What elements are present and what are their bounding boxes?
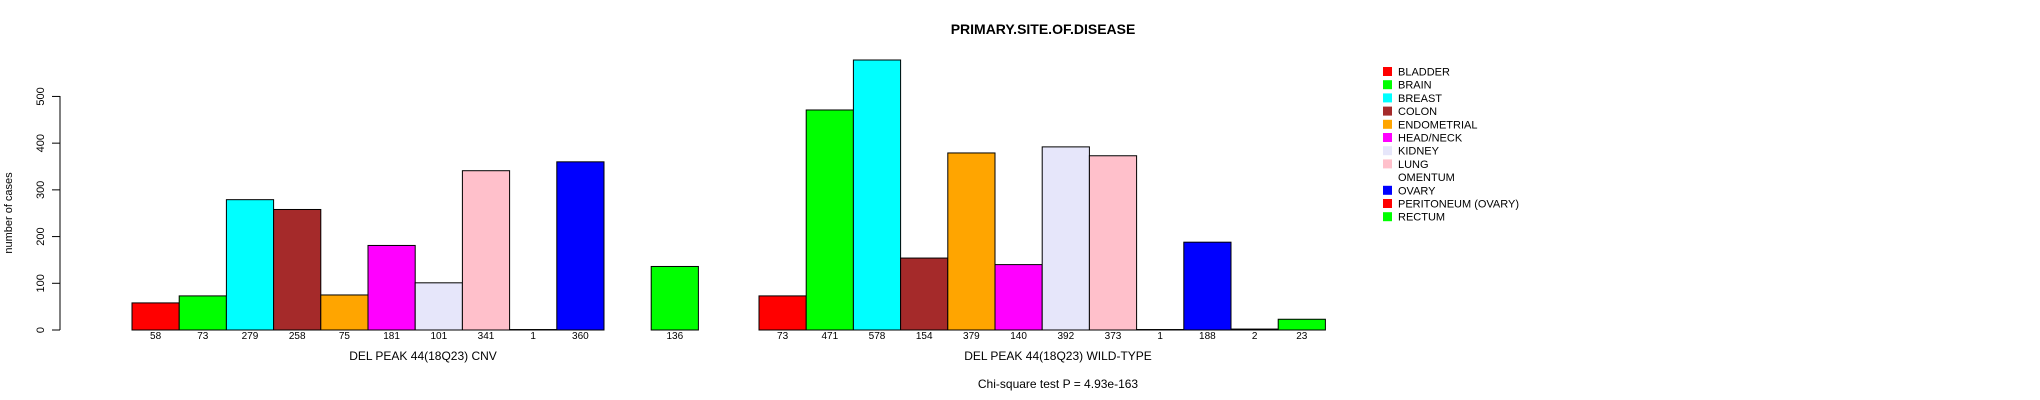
legend-swatch <box>1383 212 1392 222</box>
chi-square-footer: Chi-square test P = 4.93e-163 <box>978 377 1139 391</box>
bar <box>1041 146 1090 331</box>
legend-swatch <box>1383 172 1392 182</box>
group-label-cnv: DEL PEAK 44(18Q23) CNV <box>349 349 497 363</box>
bar-count-label: 392 <box>1057 331 1074 342</box>
legend-item: OMENTUM <box>1383 172 1455 184</box>
bar-count-label: 471 <box>821 331 838 342</box>
legend-swatch <box>1383 146 1392 156</box>
legend-label: BLADDER <box>1398 67 1450 79</box>
y-tick-label: 0 <box>35 327 47 333</box>
group-label-wild-type: DEL PEAK 44(18Q23) WILD-TYPE <box>964 349 1152 363</box>
legend-swatch <box>1383 185 1392 195</box>
y-axis-label: number of cases <box>3 172 15 254</box>
bar <box>1183 241 1232 331</box>
legend-swatch <box>1383 133 1392 142</box>
bar-count-label: 136 <box>666 331 683 342</box>
legend-label: OMENTUM <box>1398 172 1455 184</box>
bar <box>461 170 511 331</box>
bar-count-label: 379 <box>963 331 980 342</box>
bar <box>650 265 699 331</box>
bar-count-label: 373 <box>1105 331 1122 342</box>
bar <box>178 295 227 331</box>
legend-label: OVARY <box>1398 185 1436 197</box>
bar-count-label: 279 <box>242 331 259 342</box>
bar-count-label: 101 <box>430 331 447 342</box>
bar-count-label: 154 <box>916 331 933 342</box>
y-tick-label: 200 <box>35 227 47 245</box>
legend-label: RECTUM <box>1398 212 1445 224</box>
legend-label: KIDNEY <box>1398 146 1440 158</box>
bar-count-label: 578 <box>869 331 886 342</box>
legend-label: COLON <box>1398 106 1437 118</box>
y-tick-label: 500 <box>35 87 47 105</box>
legend-label: BRAIN <box>1398 80 1432 92</box>
legend-item: BLADDER <box>1383 67 1450 79</box>
legend-swatch <box>1383 106 1392 116</box>
legend-item: PERITONEUM (OVARY) <box>1383 199 1519 211</box>
chart-title: PRIMARY.SITE.OF.DISEASE <box>951 21 1136 37</box>
legend-label: HEAD/NECK <box>1398 133 1463 145</box>
bar <box>994 264 1043 331</box>
y-axis: 0 100 200 300 400 500 number of cases <box>3 87 61 333</box>
bar-count-label: 2 <box>1252 331 1258 342</box>
bar-count-label: 140 <box>1010 331 1027 342</box>
legend-swatch <box>1383 67 1392 76</box>
bar-count-label: 341 <box>478 331 495 342</box>
legend-item: RECTUM <box>1383 212 1445 224</box>
legend-swatch <box>1383 159 1392 169</box>
bar <box>900 257 949 331</box>
legend-label: ENDOMETRIAL <box>1398 119 1477 131</box>
legend-label: PERITONEUM (OVARY) <box>1398 199 1519 211</box>
bar-count-label: 1 <box>1157 331 1163 342</box>
bar <box>367 244 416 331</box>
bar-count-label: 23 <box>1296 331 1308 342</box>
legend-item: BREAST <box>1383 93 1442 105</box>
bar <box>273 208 322 331</box>
bar <box>758 295 807 331</box>
y-tick-label: 400 <box>35 134 47 152</box>
legend-item: ENDOMETRIAL <box>1383 119 1477 131</box>
legend-item: HEAD/NECK <box>1383 133 1463 145</box>
bar-count-label: 1 <box>530 331 536 342</box>
bar <box>852 59 902 331</box>
bar-count-label: 188 <box>1199 331 1216 342</box>
bar-count-label: 73 <box>197 331 209 342</box>
legend-swatch <box>1383 119 1392 129</box>
bar <box>1277 318 1326 331</box>
legend-swatch <box>1383 80 1392 90</box>
bar <box>225 199 275 331</box>
bar-count-label: 258 <box>289 331 306 342</box>
legend-item: LUNG <box>1383 159 1429 171</box>
bar-count-label: 181 <box>383 331 400 342</box>
legend-label: BREAST <box>1398 93 1442 105</box>
bar-group-wild-type: 73 471 578 154 379 140 392 373 1 188 2 23 <box>758 59 1326 342</box>
legend-swatch <box>1383 93 1392 103</box>
bar <box>805 109 854 331</box>
bar <box>1230 328 1279 331</box>
bar-count-label: 73 <box>777 331 789 342</box>
bar-group-cnv: 58 73 279 258 75 181 101 341 1 360 136 <box>131 161 699 342</box>
bar <box>414 282 463 331</box>
legend-swatch <box>1383 199 1392 208</box>
legend-item: BRAIN <box>1383 80 1432 92</box>
bar-count-label: 75 <box>339 331 351 342</box>
y-tick-label: 300 <box>35 181 47 199</box>
bar <box>320 294 369 331</box>
legend-item: OVARY <box>1383 185 1436 197</box>
legend-item: KIDNEY <box>1383 146 1440 158</box>
bar-count-label: 360 <box>572 331 589 342</box>
legend-item: COLON <box>1383 106 1437 118</box>
bar <box>947 152 996 331</box>
legend-label: LUNG <box>1398 159 1429 171</box>
bar <box>556 161 605 331</box>
bar-count-label: 58 <box>150 331 162 342</box>
y-tick-label: 100 <box>35 274 47 292</box>
bar <box>1088 155 1138 331</box>
bar <box>131 302 180 331</box>
